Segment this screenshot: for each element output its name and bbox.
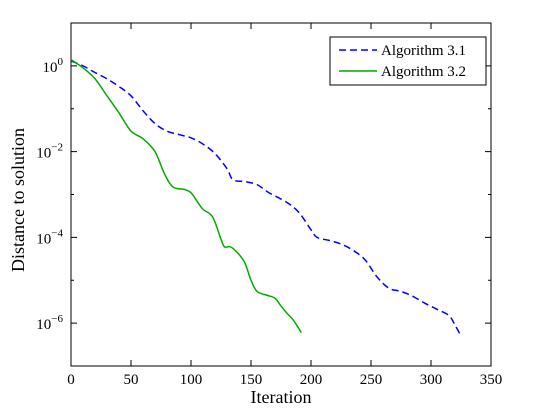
x-tick-label: 150 [240,372,263,388]
series-line-algorithm-3-1 [70,60,462,337]
legend-box [329,36,487,86]
x-axis-title: Iteration [251,387,312,407]
y-tick-label: 100 [43,56,64,76]
legend: Algorithm 3.1 Algorithm 3.2 [329,36,487,86]
legend-label-algorithm-3-2: Algorithm 3.2 [381,64,466,80]
y-axis-title: Distance to solution [8,128,28,272]
y-tick-label: 10−6 [36,313,63,333]
x-tick-label: 200 [300,372,323,388]
legend-label-algorithm-3-1: Algorithm 3.1 [381,43,466,59]
y-tick-label: 10−2 [36,142,63,162]
x-tick-label: 0 [67,372,75,388]
y-tick-label: 10−4 [36,227,63,247]
x-tick-label: 250 [360,372,383,388]
x-tick-label: 350 [480,372,503,388]
x-tick-label: 50 [124,372,139,388]
x-tick-label: 300 [420,372,443,388]
axis-ticks: 0 50 100 150 200 250 300 350 100 10−2 10−4 10−6 [36,22,503,388]
series-lines [70,58,462,337]
series-line-algorithm-3-2 [70,58,303,334]
x-tick-label: 100 [180,372,203,388]
